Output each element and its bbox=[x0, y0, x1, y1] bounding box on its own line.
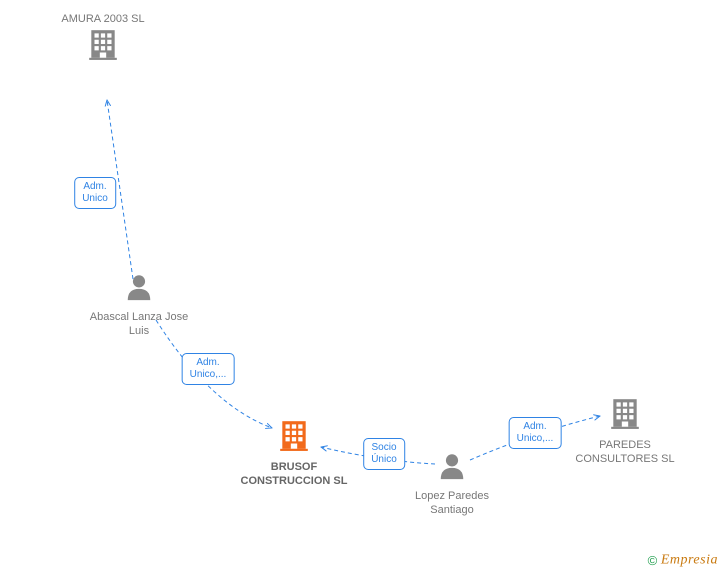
edge-label-lopez-paredes: Adm.Unico,... bbox=[509, 417, 562, 449]
node-label: PAREDES CONSULTORES SL bbox=[570, 439, 680, 467]
node-abascal[interactable]: Abascal Lanza Jose Luis bbox=[84, 272, 194, 339]
building-icon bbox=[608, 396, 642, 435]
attribution: © Empresia bbox=[648, 552, 718, 569]
copyright-symbol: © bbox=[648, 554, 658, 569]
edge-label-abascal-amura: Adm.Unico bbox=[74, 177, 116, 209]
diagram-canvas: AMURA 2003 SL Abascal Lanza Jose Luis BR… bbox=[0, 0, 728, 575]
node-brusof[interactable]: BRUSOF CONSTRUCCION SL bbox=[239, 418, 349, 489]
node-lopez[interactable]: Lopez Paredes Santiago bbox=[397, 451, 507, 518]
node-label: Abascal Lanza Jose Luis bbox=[84, 311, 194, 339]
node-label: AMURA 2003 SL bbox=[48, 13, 158, 27]
node-amura[interactable]: AMURA 2003 SL bbox=[48, 9, 158, 66]
edge-label-lopez-brusof: SocioÚnico bbox=[363, 438, 405, 470]
person-icon bbox=[124, 272, 154, 307]
person-icon bbox=[437, 451, 467, 486]
brand-name: Empresia bbox=[661, 553, 718, 568]
node-paredes[interactable]: PAREDES CONSULTORES SL bbox=[570, 396, 680, 467]
building-icon bbox=[86, 27, 120, 66]
building-icon bbox=[277, 418, 311, 457]
edge-label-abascal-brusof: Adm.Unico,... bbox=[182, 353, 235, 385]
node-label: BRUSOF CONSTRUCCION SL bbox=[239, 461, 349, 489]
node-label: Lopez Paredes Santiago bbox=[397, 490, 507, 518]
